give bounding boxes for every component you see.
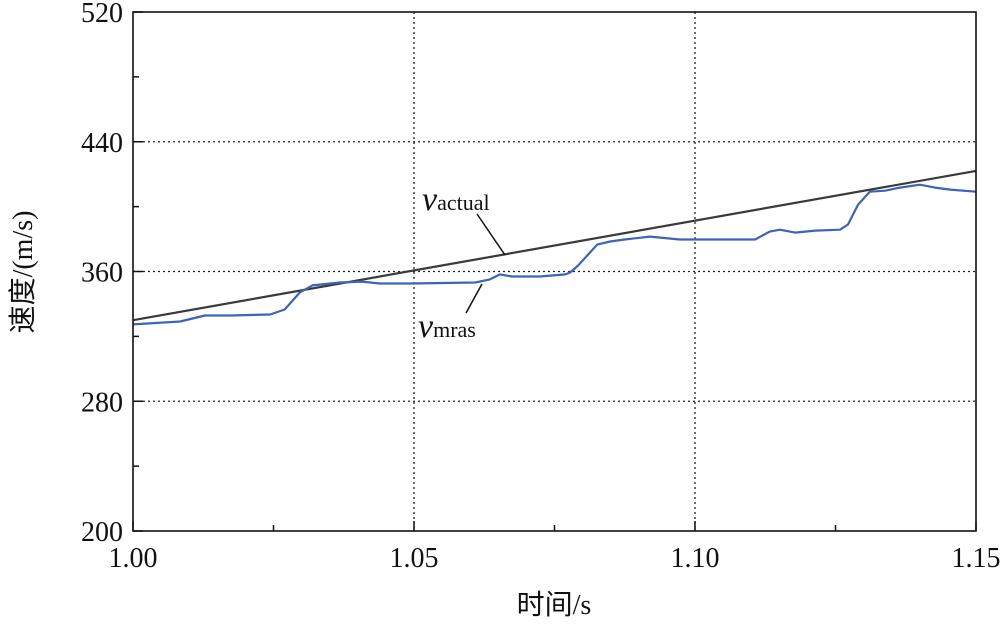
- tick-labels: 1.00 1.05 1.10 1.15 200 280 360 440 520: [81, 0, 1001, 574]
- y-tick-label: 360: [81, 258, 123, 289]
- actual-label-sub: actual: [437, 190, 490, 215]
- x-tick-label: 1.15: [952, 543, 1001, 574]
- actual-leader-line: [476, 213, 506, 256]
- actual-series-label: vactual: [422, 181, 490, 218]
- y-tick-label: 520: [81, 0, 123, 29]
- x-tick-label: 1.05: [390, 543, 439, 574]
- actual-line: [132, 169, 977, 322]
- mras-series-label: vmras: [418, 308, 476, 345]
- mras-line: [132, 183, 977, 326]
- x-tick-label: 1.00: [109, 543, 158, 574]
- y-tick-label: 200: [81, 517, 123, 548]
- y-axis-label: 速度/(m/s): [7, 211, 39, 334]
- actual-label-main: v: [422, 181, 438, 218]
- grid: [133, 12, 976, 531]
- x-tick-label: 1.10: [671, 543, 720, 574]
- y-tick-label: 280: [81, 387, 123, 418]
- mras-label-sub: mras: [433, 317, 476, 342]
- series: [132, 169, 977, 326]
- x-axis-label: 时间/s: [517, 589, 592, 621]
- plot-frame: [132, 11, 977, 532]
- mras-label-main: v: [418, 308, 434, 345]
- mras-leader-line: [465, 283, 483, 314]
- y-tick-label: 440: [81, 128, 123, 159]
